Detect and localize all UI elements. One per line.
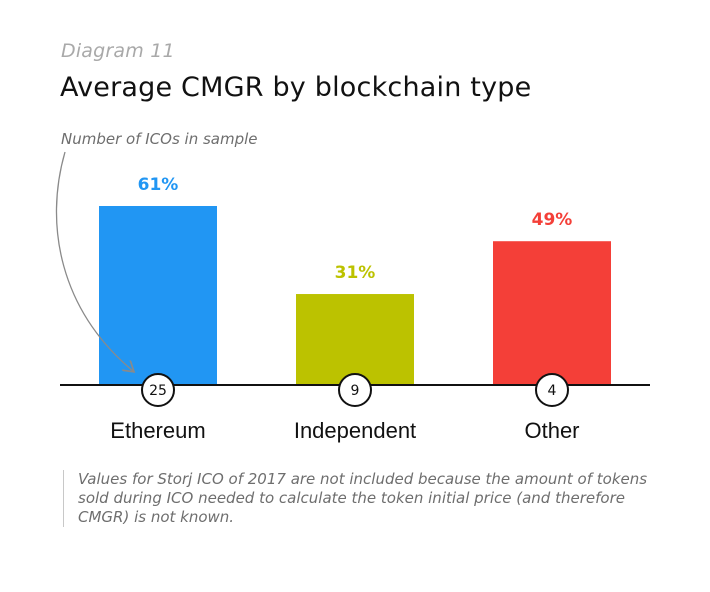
bar-chart: 61% 25 Ethereum 31% 9 Independent 49% 4 Other: [55, 151, 650, 443]
value-label-independent: 31%: [335, 263, 376, 283]
sample-count-circle-other: [535, 373, 569, 407]
bar-other: [493, 241, 611, 385]
category-label-independent: Independent: [294, 418, 416, 443]
value-label-ethereum: 61%: [138, 175, 179, 195]
bar-independent: [296, 294, 414, 385]
sample-count-ethereum: 25: [149, 383, 167, 399]
category-label-ethereum: Ethereum: [110, 418, 205, 443]
category-label-other: Other: [524, 418, 579, 443]
sample-count-label: Number of ICOs in sample: [61, 130, 258, 148]
sample-count-circle-ethereum: [141, 373, 175, 407]
sample-count-other: 4: [548, 383, 557, 399]
footnote: Values for Storj ICO of 2017 are not inc…: [63, 470, 678, 527]
diagram-label: Diagram 11: [61, 40, 175, 62]
sample-pointer-arrow: [55, 151, 133, 371]
sample-count-independent: 9: [351, 383, 360, 399]
bar-ethereum: [99, 206, 217, 385]
value-label-other: 49%: [532, 210, 573, 230]
sample-count-circle-independent: [338, 373, 372, 407]
chart-title: Average CMGR by blockchain type: [60, 72, 532, 103]
